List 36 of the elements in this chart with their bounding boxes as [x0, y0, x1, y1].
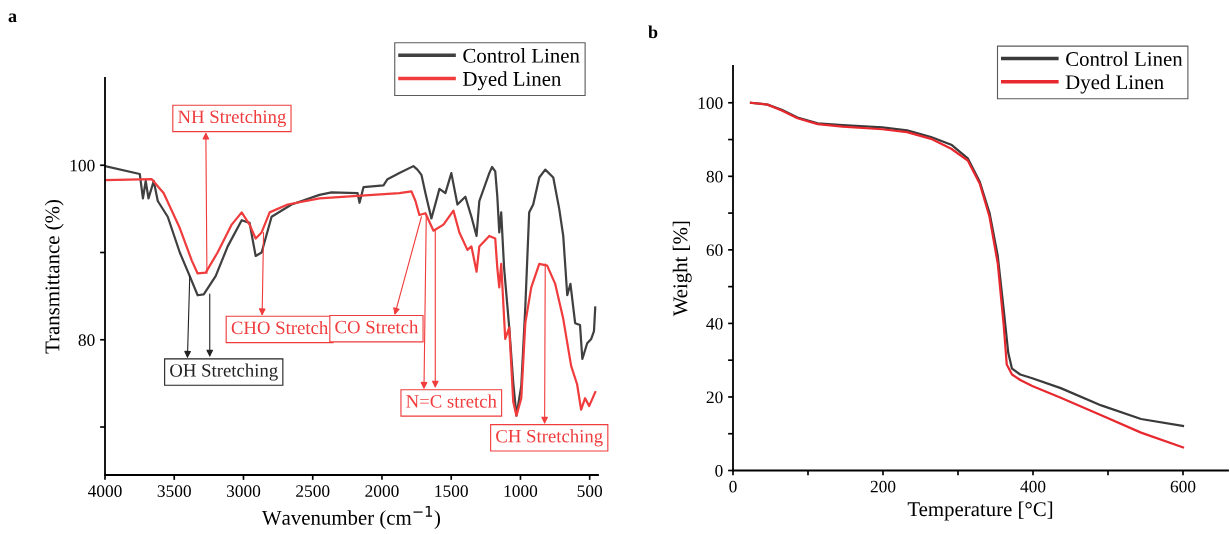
chart-title: b: [648, 25, 658, 39]
x-tick-label: 3500: [157, 485, 191, 497]
annotation: OH Stretching: [170, 363, 278, 381]
x-tick-label: 2000: [365, 485, 399, 497]
x-tick-label: 2500: [296, 485, 330, 497]
y-tick-label: 0: [715, 464, 723, 477]
x-tick-label: 500: [577, 485, 603, 497]
annotation: N=C stretch: [406, 394, 497, 408]
annotation: CO Stretch: [335, 320, 419, 334]
y-tick-label: 40: [706, 317, 723, 330]
y-tick-label: 20: [706, 391, 723, 404]
x-tick-label: 1000: [504, 485, 538, 497]
x-tick-label: 1500: [435, 485, 468, 497]
legend-label: Dyed Linen: [1065, 74, 1164, 94]
y-axis-title: Weight [%]: [672, 221, 692, 317]
y-tick-label: 80: [78, 334, 95, 346]
y-axis-title: Transmittance (%): [44, 199, 64, 354]
y-tick-label: 80: [706, 170, 723, 183]
annotation: CHO Stretch: [231, 320, 329, 335]
chart-title: a: [8, 13, 17, 23]
y-tick-label: 100: [70, 159, 95, 172]
y-tick-label: 100: [698, 97, 723, 109]
legend-label: Dyed Linen: [463, 71, 562, 91]
x-tick-label: 400: [1020, 480, 1046, 493]
legend-label: Control Linen: [1066, 51, 1183, 67]
x-tick-label: 200: [870, 480, 896, 493]
x-tick-label: 600: [1170, 480, 1196, 493]
legend-label: Control Linen: [463, 48, 580, 63]
x-tick-label: 3000: [226, 485, 261, 497]
annotation: NH Stretching: [178, 109, 286, 127]
x-tick-label: 4000: [87, 485, 122, 497]
x-axis-title: Temperature [°C]: [907, 501, 1053, 521]
annotation: CH Stretching: [496, 429, 603, 447]
x-axis-title: Wavenumber (cm$^{−1}$): [261, 506, 441, 530]
y-tick-label: 60: [706, 244, 723, 257]
x-tick-label: 0: [729, 480, 737, 493]
